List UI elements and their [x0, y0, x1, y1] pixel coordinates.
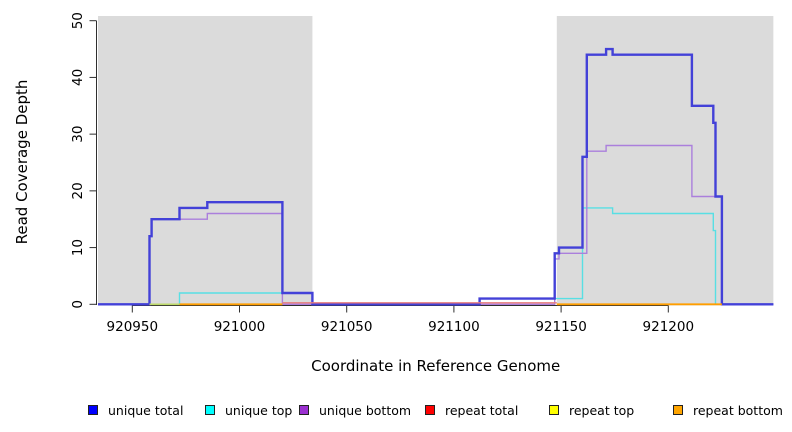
- x-tick-label: 921200: [643, 319, 695, 335]
- legend-swatch-icon: [88, 405, 98, 415]
- y-axis-title: Read Coverage Depth: [13, 80, 31, 245]
- shaded-regions: [97, 16, 774, 306]
- legend-label: unique total: [108, 402, 184, 418]
- y-tick-label: 20: [70, 182, 86, 199]
- x-tick-label: 921050: [321, 319, 373, 335]
- axes: 920950 921000 921050 921100 921150 921200 0 10 2…: [70, 12, 694, 335]
- x-tick-label: 921150: [535, 319, 587, 335]
- series-lines: [98, 47, 774, 306]
- x-tick-label: 921000: [214, 319, 266, 335]
- legend-swatch-icon: [673, 405, 683, 415]
- y-tick-label: 30: [70, 126, 86, 143]
- y-tick-label: 50: [70, 12, 86, 29]
- legend-swatch-icon: [299, 405, 309, 415]
- legend-item-unique-bottom: unique bottom: [299, 398, 411, 422]
- legend-label: repeat bottom: [693, 402, 783, 418]
- legend-label: unique bottom: [319, 402, 412, 418]
- x-tick-label: 920950: [107, 319, 159, 335]
- legend-swatch-icon: [205, 405, 215, 415]
- x-axis-title: Coordinate in Reference Genome: [311, 357, 560, 375]
- legend-label: repeat total: [445, 402, 519, 418]
- legend-label: repeat top: [569, 402, 635, 418]
- legend-swatch-icon: [425, 405, 435, 415]
- legend-label: unique top: [225, 402, 293, 418]
- x-tick-label: 921100: [428, 319, 480, 335]
- y-tick-label: 10: [70, 239, 86, 256]
- shaded-region: [556, 16, 774, 306]
- legend-item-repeat-bottom: repeat bottom: [673, 398, 783, 422]
- legend-swatch-icon: [549, 405, 559, 415]
- series-line-unique-total: [98, 47, 774, 306]
- shaded-region: [97, 16, 313, 306]
- legend-item-repeat-top: repeat top: [549, 398, 634, 422]
- legend: unique total unique top unique bottom repea…: [0, 398, 792, 422]
- legend-item-repeat-total: repeat total: [425, 398, 518, 422]
- coverage-plot-canvas: 920950 921000 921050 921100 921150 921200 0 10 2…: [13, 12, 774, 375]
- legend-item-unique-top: unique top: [205, 398, 292, 422]
- legend-item-unique-total: unique total: [88, 398, 183, 422]
- y-tick-label: 40: [70, 69, 86, 86]
- y-tick-label: 0: [70, 300, 86, 309]
